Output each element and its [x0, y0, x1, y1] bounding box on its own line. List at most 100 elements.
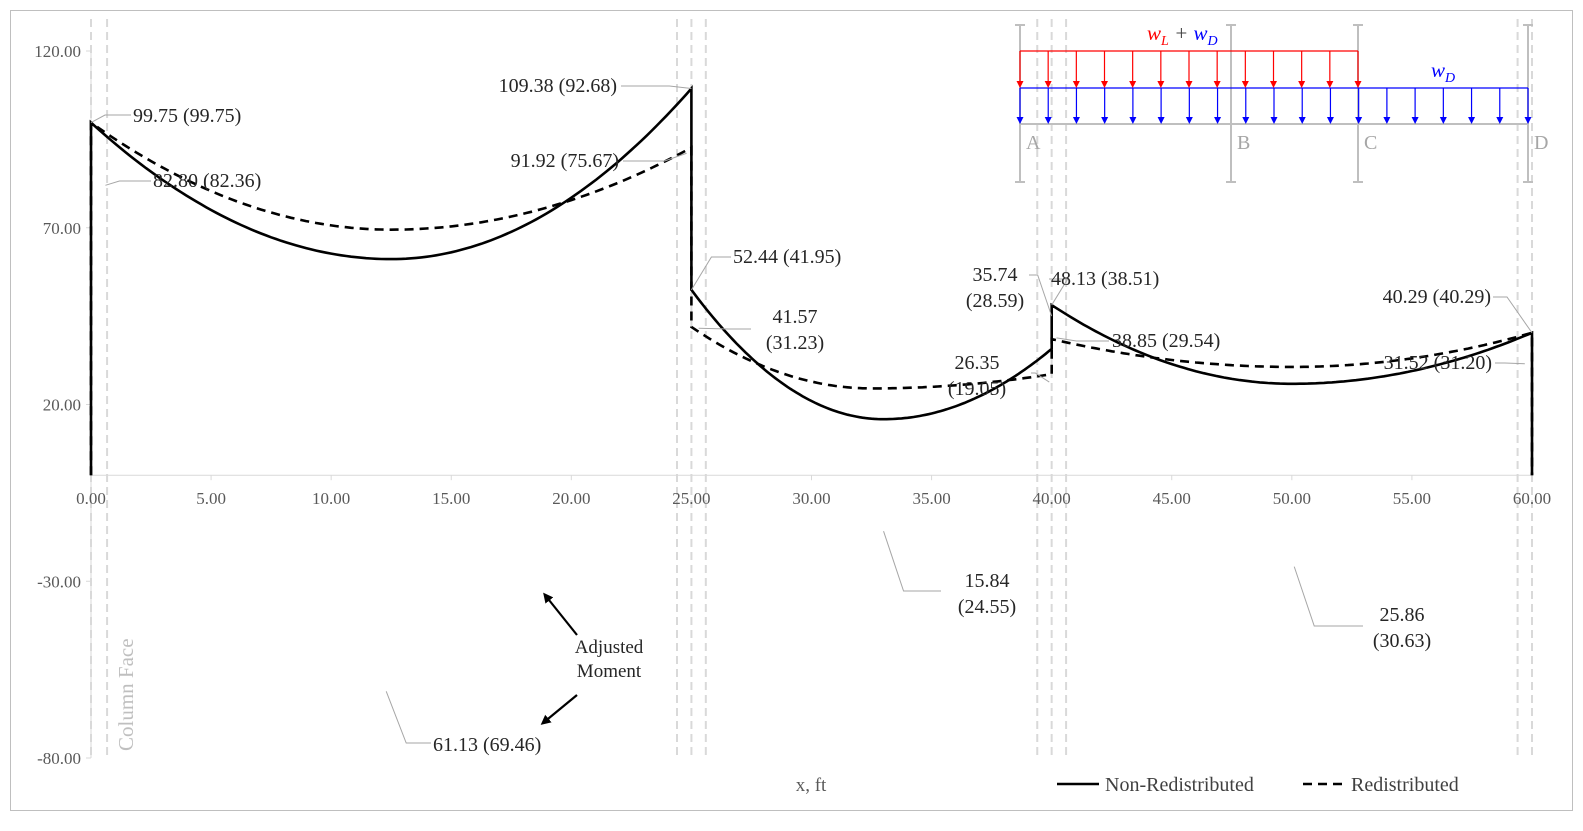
- live-load-arrowhead-3: [1101, 81, 1108, 88]
- x-tick-label-6: 30.00: [792, 489, 830, 508]
- dead-load-arrowhead-9: [1270, 117, 1278, 124]
- live-load-arrowhead-7: [1213, 81, 1221, 88]
- dead-load-arrowhead-0: [1016, 117, 1024, 124]
- annotation-label-8: 38.85 (29.54): [1112, 330, 1220, 352]
- inset-support-label-c: C: [1364, 132, 1377, 154]
- leader-line-2: [621, 85, 692, 90]
- adjusted-moment-label-0: Adjusted: [575, 637, 644, 658]
- live-load-arrowhead-9: [1270, 81, 1277, 88]
- dead-load-label-part-0: w: [1431, 58, 1445, 82]
- chart-svg: 120.00 70.00 20.00 -30.00 -80.00 0.00 5.00 10.0…: [34, 19, 1551, 796]
- live-load-arrowhead-2: [1072, 81, 1080, 88]
- dead-load-arrowhead-3: [1101, 117, 1109, 124]
- gridlines: [90, 19, 1533, 758]
- x-tick-label-5: 25.00: [672, 489, 710, 508]
- axes: 120.00 70.00 20.00 -30.00 -80.00 0.00 5.00 10.0…: [34, 42, 1551, 796]
- annotation-label-5-0: 41.57: [773, 306, 818, 328]
- annotation-label-14: 61.13 (69.46): [433, 734, 541, 756]
- live-load-arrowhead-12: [1354, 81, 1362, 88]
- live-load-arrowhead-5: [1157, 81, 1165, 88]
- annotation-label-10: 40.29 (40.29): [1383, 286, 1491, 308]
- leader-line-5: [698, 327, 751, 330]
- x-tick-label-1: 5.00: [196, 489, 226, 508]
- annotation-label-9-1: (19.05): [948, 378, 1006, 400]
- x-tick-label-12: 60.00: [1513, 489, 1551, 508]
- live-load-arrowhead-4: [1129, 81, 1137, 88]
- annotation-label-6-0: 35.74: [973, 264, 1018, 286]
- leader-line-6: [1029, 274, 1053, 317]
- series-group: [89, 85, 1534, 476]
- text-labels: 99.75 (99.75) 82.80 (82.36) 109.38 (92.68)…: [114, 75, 1492, 756]
- annotation-label-11: 31.52 (31.20): [1384, 352, 1492, 374]
- leader-line-3: [623, 152, 687, 162]
- annotation-label-2: 109.38 (92.68): [499, 75, 617, 97]
- annotation-label-4: 52.44 (41.95): [733, 246, 841, 268]
- leader-line-9: [1031, 372, 1050, 383]
- dead-load-arrowhead-15: [1439, 117, 1447, 124]
- legend: Non-Redistributed Redistributed: [1057, 774, 1459, 796]
- leader-line-7: [1049, 278, 1069, 306]
- dead-load-label: wD: [1431, 58, 1455, 86]
- inset-support-label-a: A: [1026, 132, 1041, 154]
- leader-line-12: [883, 531, 941, 592]
- column-face-label: Column Face: [114, 638, 138, 751]
- dead-load-arrowhead-7: [1214, 117, 1222, 124]
- moment-diagram-chart: 120.00 70.00 20.00 -30.00 -80.00 0.00 5.00 10.0…: [10, 10, 1573, 811]
- live-dead-load-label-part-0: w: [1147, 21, 1161, 45]
- dead-load-arrowhead-17: [1496, 117, 1504, 124]
- leader-lines: [90, 85, 1533, 744]
- y-tick-label-3: -30.00: [37, 572, 81, 591]
- leader-line-11: [1495, 362, 1525, 365]
- annotation-label-6-1: (28.59): [966, 290, 1024, 312]
- annotation-label-3: 91.92 (75.67): [511, 150, 619, 172]
- annotation-label-12-0: 15.84: [965, 570, 1010, 592]
- legend-label-non-redistributed: Non-Redistributed: [1105, 774, 1254, 796]
- dead-load-arrowhead-4: [1129, 117, 1137, 124]
- x-tick-label-9: 45.00: [1153, 489, 1191, 508]
- x-tick-label-8: 40.00: [1033, 489, 1071, 508]
- annotation-label-0: 99.75 (99.75): [133, 105, 241, 127]
- inset-support-label-b: B: [1237, 132, 1250, 154]
- x-tick-label-10: 50.00: [1273, 489, 1311, 508]
- leader-line-10: [1493, 296, 1533, 334]
- series-line-non-redistributed: [89, 85, 1534, 476]
- x-tick-label-3: 15.00: [432, 489, 470, 508]
- x-tick-label-7: 35.00: [912, 489, 950, 508]
- dead-load-arrowhead-18: [1524, 117, 1532, 124]
- live-load-arrowhead-1: [1044, 81, 1052, 88]
- y-tick-label-2: 20.00: [43, 396, 81, 415]
- live-load-arrowhead-6: [1185, 81, 1193, 88]
- leader-line-4: [690, 256, 731, 291]
- inset-support-label-d: D: [1534, 132, 1548, 154]
- live-load-arrowhead-10: [1298, 81, 1306, 88]
- leader-line-1: [105, 180, 151, 186]
- dead-load-arrowhead-5: [1157, 117, 1165, 124]
- dead-load-arrowhead-1: [1044, 117, 1052, 124]
- annotation-label-7: 48.13 (38.51): [1051, 268, 1159, 290]
- x-axis-title: x, ft: [796, 775, 827, 796]
- x-tick-label-11: 55.00: [1393, 489, 1431, 508]
- x-tick-label-0: 0.00: [76, 489, 106, 508]
- leader-line-14: [385, 691, 431, 744]
- dead-load-arrowhead-11: [1326, 117, 1334, 124]
- annotation-label-13-0: 25.86: [1380, 604, 1425, 626]
- dead-load-arrowhead-12: [1355, 117, 1363, 124]
- leader-line-8: [1056, 337, 1109, 342]
- live-dead-load-label-part-4: D: [1207, 34, 1218, 49]
- dead-load-label-part-1: D: [1444, 71, 1455, 86]
- live-dead-load-label: wL + wD: [1147, 21, 1218, 49]
- live-load-arrowhead-8: [1241, 81, 1249, 88]
- adjusted-moment-label-1: Moment: [577, 661, 642, 682]
- annotation-label-12-1: (24.55): [958, 596, 1016, 618]
- dead-load-arrowhead-16: [1468, 117, 1476, 124]
- leader-line-0: [90, 114, 131, 124]
- live-dead-load-label-part-2: +: [1169, 21, 1194, 45]
- annotation-label-9-0: 26.35: [955, 352, 1000, 374]
- annotation-label-1: 82.80 (82.36): [153, 170, 261, 192]
- annotation-label-13-1: (30.63): [1373, 630, 1431, 652]
- annotation-label-5-1: (31.23): [766, 332, 824, 354]
- dead-load-arrowhead-14: [1411, 117, 1419, 124]
- dead-load-arrowhead-8: [1242, 117, 1250, 124]
- dead-load-arrowhead-2: [1072, 117, 1080, 124]
